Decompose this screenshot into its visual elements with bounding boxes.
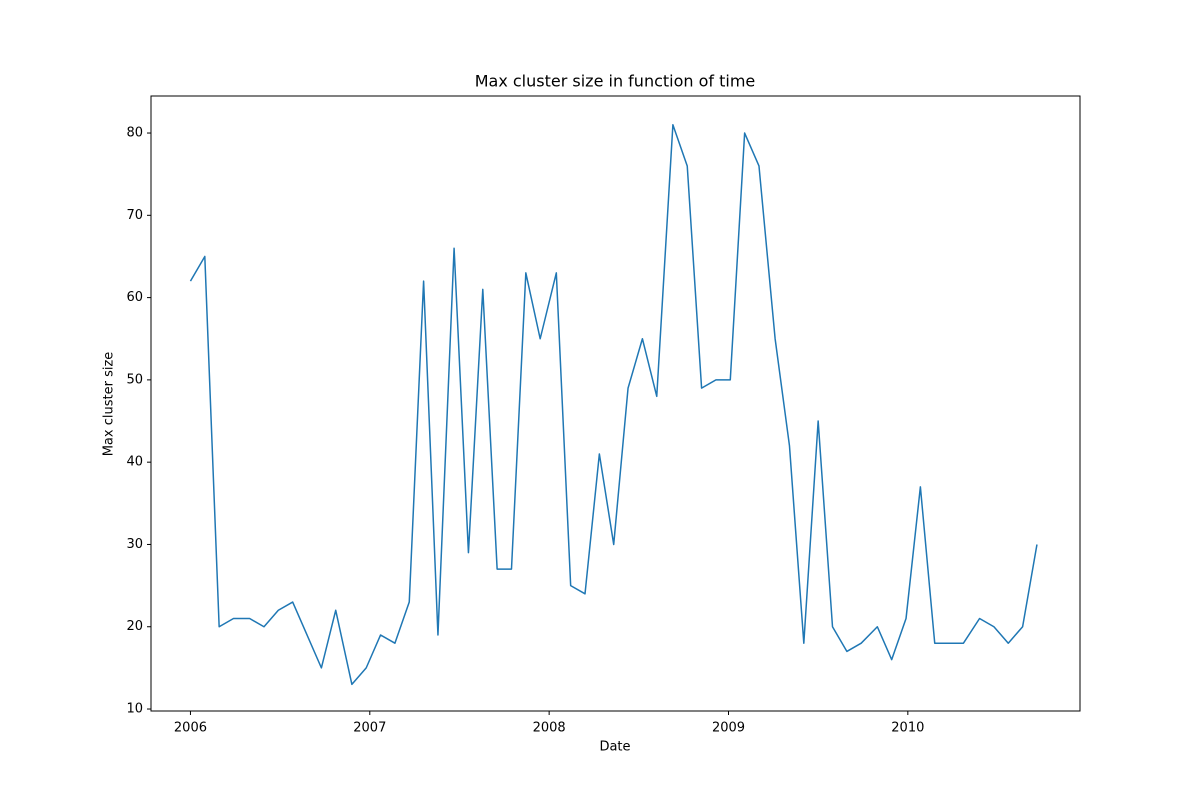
y-axis-label: Max cluster size [102,352,117,457]
x-tick-label: 2008 [533,721,566,736]
chart-title: Max cluster size in function of time [475,72,756,91]
plot-frame [150,95,1081,712]
x-tick-label: 2006 [174,721,207,736]
x-tick-label: 2009 [712,721,745,736]
data-line [189,124,1038,686]
y-tick-label: 50 [126,372,143,387]
x-axis-label: Date [599,740,630,755]
y-tick-label: 80 [126,126,143,141]
y-tick-label: 30 [126,537,143,552]
x-tick-label: 2010 [891,721,924,736]
y-tick-label: 70 [126,208,143,223]
y-tick-label: 40 [126,455,143,470]
y-tick-label: 60 [126,290,143,305]
y-tick-label: 10 [126,702,143,717]
x-tick-label: 2007 [353,721,386,736]
y-tick-label: 20 [126,619,143,634]
